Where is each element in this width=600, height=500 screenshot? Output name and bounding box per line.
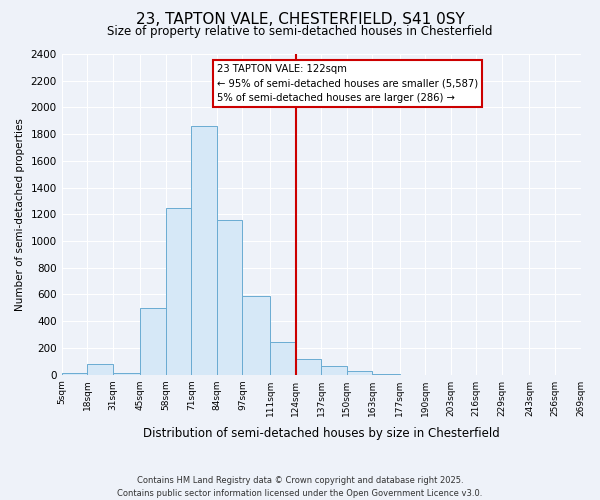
Text: Size of property relative to semi-detached houses in Chesterfield: Size of property relative to semi-detach… <box>107 25 493 38</box>
Bar <box>347 370 372 374</box>
Text: Contains HM Land Registry data © Crown copyright and database right 2025.
Contai: Contains HM Land Registry data © Crown c… <box>118 476 482 498</box>
Bar <box>321 366 347 374</box>
Text: 23, TAPTON VALE, CHESTERFIELD, S41 0SY: 23, TAPTON VALE, CHESTERFIELD, S41 0SY <box>136 12 464 28</box>
Bar <box>191 126 217 374</box>
Bar <box>270 342 296 374</box>
Bar <box>87 364 113 374</box>
Bar <box>140 308 166 374</box>
Bar <box>217 220 242 374</box>
Bar <box>296 358 321 374</box>
Bar <box>242 296 270 374</box>
Bar <box>166 208 191 374</box>
Text: 23 TAPTON VALE: 122sqm
← 95% of semi-detached houses are smaller (5,587)
5% of s: 23 TAPTON VALE: 122sqm ← 95% of semi-det… <box>217 64 478 103</box>
X-axis label: Distribution of semi-detached houses by size in Chesterfield: Distribution of semi-detached houses by … <box>143 427 499 440</box>
Y-axis label: Number of semi-detached properties: Number of semi-detached properties <box>15 118 25 311</box>
